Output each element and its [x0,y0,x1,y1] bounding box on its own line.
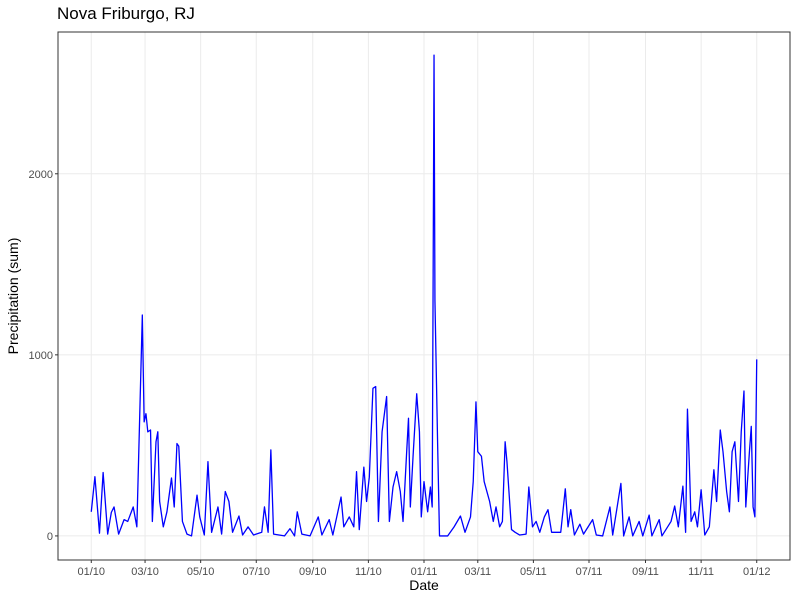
x-tick-label: 03/11 [464,566,491,578]
x-tick-label: 09/11 [632,566,659,578]
line-series [90,54,758,537]
panel-border [57,31,791,561]
x-tick-label: 01/11 [411,566,438,578]
chart-title: Nova Friburgo, RJ [57,4,195,23]
y-axis-title: Precipitation (sum) [5,238,21,355]
y-tick-label: 1000 [29,350,53,362]
y-tick-label: 0 [47,531,53,543]
x-tick-label: 03/10 [131,566,159,578]
x-tick-label: 09/10 [299,566,327,578]
y-tick-label: 2000 [29,169,53,181]
x-tick-label: 07/11 [576,566,603,578]
x-tick-label: 01/12 [743,566,771,578]
x-tick-label: 05/10 [187,566,215,578]
x-axis-title: Date [409,577,439,593]
x-tick-label: 05/11 [520,566,547,578]
x-tick-label: 01/10 [78,566,106,578]
x-tick-label: 11/11 [688,566,714,578]
x-tick-label: 07/10 [243,566,271,578]
x-tick-label: 11/10 [355,566,382,578]
